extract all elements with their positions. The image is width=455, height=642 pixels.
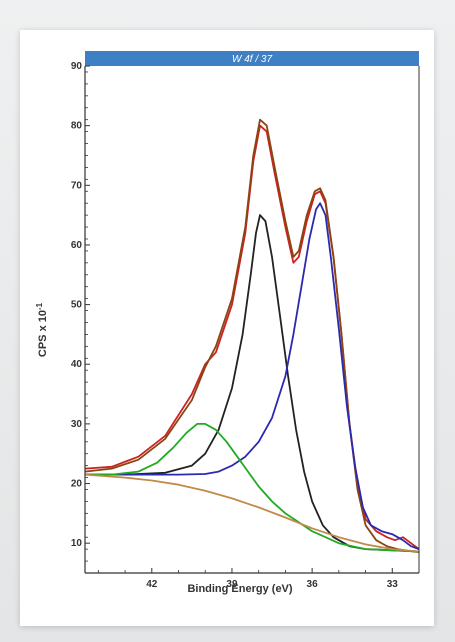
series-line-4: [85, 202, 420, 550]
x-axis-label: Binding Energy (eV): [187, 583, 292, 595]
y-tick-label: 60: [71, 240, 83, 251]
x-tick-label: 33: [387, 579, 399, 590]
x-tick-label: 39: [226, 579, 238, 590]
y-tick-label: 20: [71, 479, 83, 490]
series-line-1: [84, 124, 420, 550]
y-tick-label: 70: [71, 180, 83, 191]
xps-spectrum-chart: W 4f / 37 10 20 30 40 50 60 70 80 90 42 39 36 33 Bin…: [35, 51, 420, 595]
chart-title: W 4f / 37: [232, 54, 272, 65]
chart-panel: W 4f / 37 10 20 30 40 50 60 70 80 90 42 39 36 33 Bin…: [20, 30, 434, 626]
series-line-5: [85, 423, 420, 553]
x-tick-label: 36: [307, 579, 319, 590]
y-tick-label: 50: [71, 300, 83, 311]
x-tick-label: 42: [146, 579, 158, 590]
y-axis-label-group: CPS x 10-1: [35, 302, 49, 357]
y-tick-label: 30: [71, 419, 83, 430]
y-tick-label: 10: [71, 538, 83, 549]
y-tick-label: 40: [71, 359, 83, 370]
axes: 10 20 30 40 50 60 70 80 90 42 39 36 33: [71, 61, 420, 590]
y-tick-label: 90: [71, 61, 83, 72]
plot-area: [84, 118, 420, 553]
y-tick-label: 80: [71, 121, 83, 132]
series-line-6: [84, 473, 420, 553]
series-line-3: [85, 214, 420, 553]
y-axis-label: CPS x 10-1: [35, 302, 49, 357]
title-banner: [85, 51, 419, 66]
series-line-2: [84, 118, 420, 553]
